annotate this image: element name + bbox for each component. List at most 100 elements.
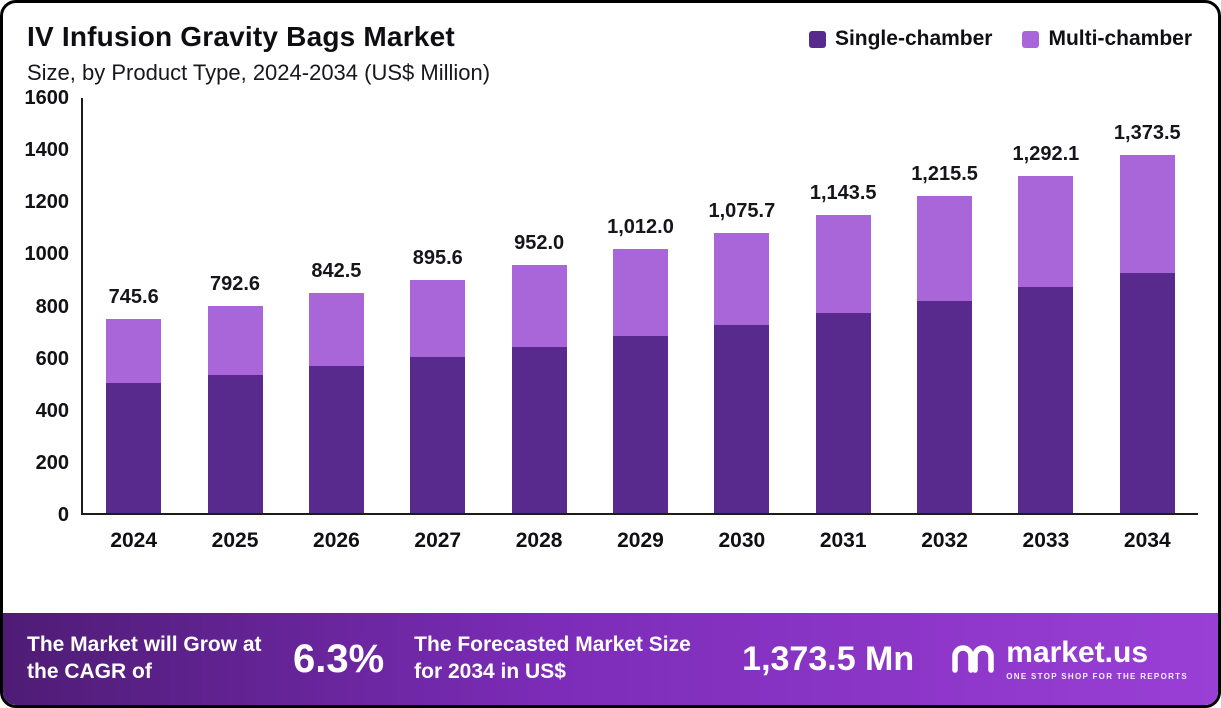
bar-value-label: 895.6 xyxy=(412,246,463,269)
bar-slot: 1,075.7 xyxy=(691,98,792,513)
single-chamber-segment xyxy=(1018,287,1074,513)
multi-chamber-segment xyxy=(815,214,871,314)
y-axis-tick: 1600 xyxy=(24,87,70,109)
single-chamber-segment xyxy=(917,300,973,513)
y-axis: 0 200 400 600 800 1000 1200 1400 1600 xyxy=(17,87,81,526)
multi-chamber-segment xyxy=(308,293,364,366)
bars-row: 745.6 792.6 842.5 895.6 952.0 1,012.0 1,075.7 1… xyxy=(83,98,1198,513)
stacked-bar xyxy=(410,279,466,513)
single-chamber-segment xyxy=(815,313,871,513)
x-labels: 2024 2025 2026 2027 2028 2029 2030 2031 2032 2033… xyxy=(81,529,1198,553)
bar-slot: 1,143.5 xyxy=(793,98,894,513)
stacked-bar xyxy=(1119,155,1175,513)
y-axis-tick: 400 xyxy=(35,399,69,422)
y-axis-tick: 0 xyxy=(57,504,69,526)
y-axis-tick: 600 xyxy=(35,347,69,370)
multi-chamber-segment xyxy=(1018,176,1074,288)
bar-value-label: 1,075.7 xyxy=(708,199,776,222)
cagr-value: 6.3% xyxy=(293,636,385,681)
stacked-bar xyxy=(207,306,263,513)
brand-logo: market.us ONE STOP SHOP FOR THE REPORTS xyxy=(950,635,1194,681)
single-chamber-segment xyxy=(511,346,567,513)
page-title: IV Infusion Gravity Bags Market xyxy=(27,21,455,52)
x-axis-label: 2030 xyxy=(718,529,766,552)
bar-slot: 1,373.5 xyxy=(1097,98,1198,513)
bar-value-label: 1,373.5 xyxy=(1113,122,1181,145)
multi-chamber-segment xyxy=(511,264,567,347)
multi-chamber-segment xyxy=(917,196,973,301)
y-axis-tick: 1000 xyxy=(24,243,70,266)
bar-value-label: 1,143.5 xyxy=(809,181,877,204)
bar-value-label: 745.6 xyxy=(108,285,159,308)
x-axis-label: 2033 xyxy=(1022,529,1070,552)
bar-slot: 792.6 xyxy=(184,98,285,513)
stacked-bar xyxy=(917,196,973,513)
x-axis-label: 2032 xyxy=(921,529,968,552)
stacked-bar xyxy=(1018,176,1074,513)
x-axis-label: 2029 xyxy=(617,529,664,552)
bar-slot: 1,012.0 xyxy=(590,98,691,513)
multi-chamber-segment xyxy=(612,249,668,337)
x-axis-label: 2031 xyxy=(819,529,867,552)
footer-banner: The Market will Grow at the CAGR of 6.3%… xyxy=(3,613,1218,705)
bar-value-label: 1,012.0 xyxy=(607,216,674,239)
single-chamber-segment xyxy=(410,356,466,513)
legend: Single-chamber Multi-chamber xyxy=(808,21,1192,51)
single-chamber-segment xyxy=(1119,273,1175,513)
multi-chamber-segment xyxy=(714,232,770,326)
bar-value-label: 952.0 xyxy=(514,231,565,254)
stacked-bar xyxy=(308,293,364,513)
brand-text: market.us ONE STOP SHOP FOR THE REPORTS xyxy=(1006,635,1188,681)
bar-slot: 745.6 xyxy=(83,98,184,513)
y-axis-tick: 200 xyxy=(35,451,69,474)
x-axis-label: 2026 xyxy=(313,529,360,552)
y-axis-tick: 800 xyxy=(35,295,69,318)
single-chamber-segment xyxy=(308,365,364,513)
multi-chamber-segment xyxy=(410,279,466,357)
plot-area: 745.6 792.6 842.5 895.6 952.0 1,012.0 1,075.7 1… xyxy=(81,98,1198,515)
legend-label-single: Single-chamber xyxy=(834,27,993,50)
bar-slot: 952.0 xyxy=(488,98,589,513)
legend-item-multi-chamber: Multi-chamber xyxy=(1022,27,1192,51)
multi-chamber-segment xyxy=(207,306,263,375)
legend-swatch-single xyxy=(808,30,826,48)
page-subtitle: Size, by Product Type, 2024-2034 (US$ Mi… xyxy=(27,60,491,85)
cagr-text: The Market will Grow at the CAGR of xyxy=(27,633,262,683)
x-axis-label: 2034 xyxy=(1123,529,1171,552)
brand-name: market.us xyxy=(1006,635,1149,669)
bar-value-label: 1,215.5 xyxy=(911,163,978,186)
header: IV Infusion Gravity Bags Market Size, by… xyxy=(3,3,1218,88)
x-axis-label: 2025 xyxy=(211,529,259,552)
bar-value-label: 792.6 xyxy=(210,273,261,296)
stacked-bar xyxy=(612,249,668,513)
forecast-text: The Forecasted Market Size for 2034 in U… xyxy=(414,633,691,683)
bar-value-label: 1,292.1 xyxy=(1012,143,1080,166)
x-axis-label: 2024 xyxy=(110,529,158,552)
y-axis-tick: 1200 xyxy=(24,191,70,214)
single-chamber-segment xyxy=(207,374,263,513)
stacked-bar xyxy=(714,232,770,513)
single-chamber-segment xyxy=(612,336,668,513)
stacked-bar xyxy=(511,264,567,513)
bar-slot: 1,215.5 xyxy=(894,98,995,513)
x-axis-label: 2028 xyxy=(515,529,563,552)
bar-slot: 1,292.1 xyxy=(995,98,1096,513)
legend-label-multi: Multi-chamber xyxy=(1048,27,1192,50)
forecast-value: 1,373.5 Mn xyxy=(742,639,915,678)
stacked-bar xyxy=(106,318,162,513)
legend-swatch-multi xyxy=(1022,30,1040,48)
multi-chamber-segment xyxy=(1119,155,1175,274)
x-axis-label: 2027 xyxy=(414,529,462,552)
plot-column: 745.6 792.6 842.5 895.6 952.0 1,012.0 1,075.7 1… xyxy=(81,98,1198,553)
multi-chamber-segment xyxy=(106,318,162,383)
single-chamber-segment xyxy=(714,325,770,513)
stacked-bar-chart: 0 200 400 600 800 1000 1200 1400 1600 745.6 792.6… xyxy=(3,87,1218,553)
y-axis-tick: 1400 xyxy=(24,139,70,162)
bar-value-label: 842.5 xyxy=(311,260,362,283)
market-us-logo-icon xyxy=(950,639,996,680)
stacked-bar xyxy=(815,214,871,513)
legend-item-single-chamber: Single-chamber xyxy=(808,27,993,51)
single-chamber-segment xyxy=(106,382,162,513)
title-block: IV Infusion Gravity Bags Market Size, by… xyxy=(27,21,490,86)
